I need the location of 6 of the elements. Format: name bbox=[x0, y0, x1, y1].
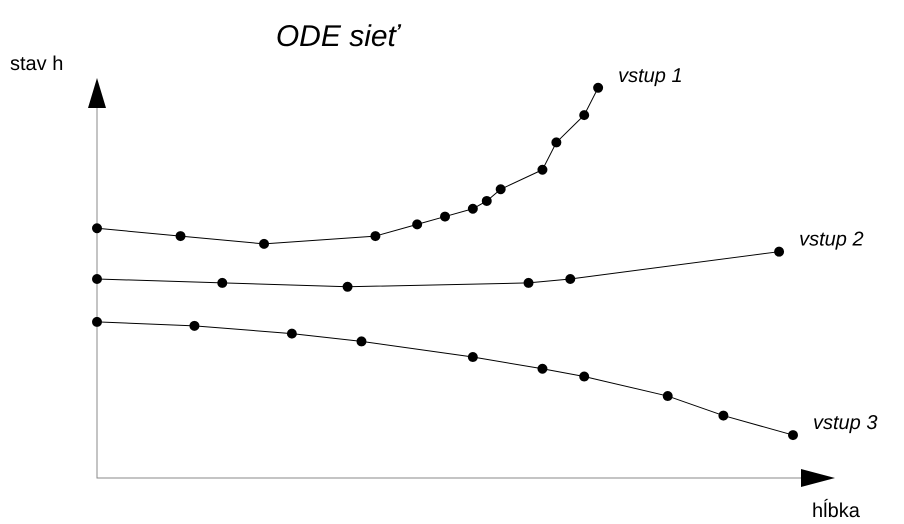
x-axis-title: hĺbka bbox=[812, 498, 861, 522]
series-label: vstup 2 bbox=[799, 228, 864, 251]
series-label: vstup 3 bbox=[813, 412, 878, 434]
y-axis-title: stav h bbox=[10, 53, 64, 75]
chart-title: ODE sieť bbox=[276, 20, 402, 53]
series-label: vstup 1 bbox=[618, 64, 683, 87]
